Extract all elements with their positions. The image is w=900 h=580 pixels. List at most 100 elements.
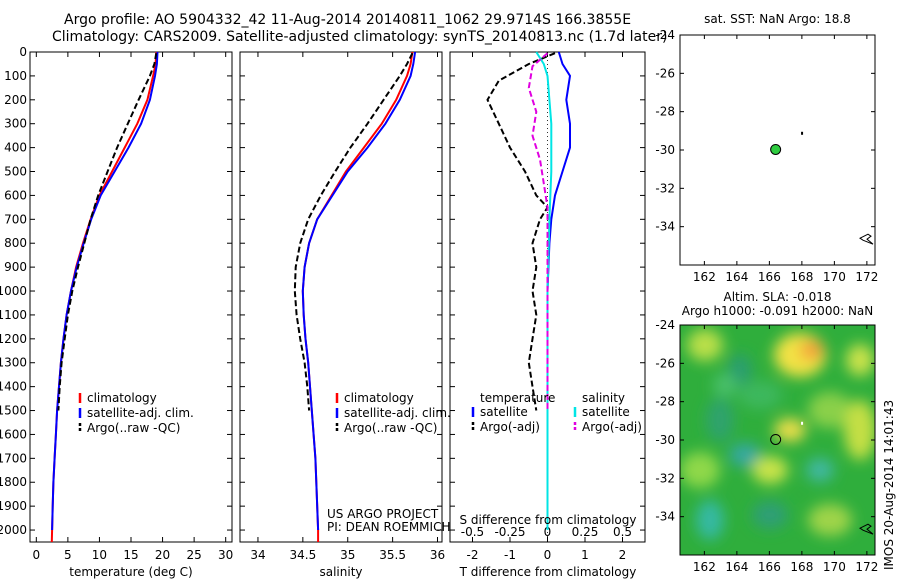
- project-label: US ARGO PROJECT: [327, 507, 439, 521]
- sla-map-title-line-1: Altim. SLA: -0.018: [723, 290, 831, 304]
- sla-map-anomaly-patch: [680, 452, 720, 488]
- temperature-legend-label: Argo(..raw -QC): [87, 421, 180, 435]
- temperature-legend-label: satellite-adj. clim.: [87, 406, 194, 420]
- sla-map-longitude-label: 172: [855, 560, 878, 574]
- salinity-xtick-label: 34: [250, 548, 265, 562]
- sla-map-title-line-2: Argo h1000: -0.091 h2000: NaN: [682, 304, 874, 318]
- sst-map-longitude-label: 168: [790, 270, 813, 284]
- salinity-difference-tick-label: -0.25: [494, 525, 525, 539]
- figure-title-line-1: Argo profile: AO 5904332_42 11-Aug-2014 …: [64, 12, 632, 28]
- sla-map-longitude-label: 170: [823, 560, 846, 574]
- depth-tick-label: 1900: [0, 499, 27, 513]
- figure-title-line-2: Climatology: CARS2009. Satellite-adjuste…: [52, 29, 668, 45]
- difference-series-line-1: [486, 52, 556, 411]
- depth-tick-label: 900: [4, 260, 27, 274]
- temperature-axis-label: temperature (deg C): [69, 565, 192, 579]
- sst-map-coastline: [859, 233, 874, 245]
- depth-tick-label: 1200: [0, 332, 27, 346]
- sla-map-field-blur: [680, 329, 875, 540]
- difference-xtick-label: 0: [544, 548, 552, 562]
- sst-map-island-marker: [801, 131, 804, 135]
- salinity-legend-label: Argo(..raw -QC): [344, 421, 437, 435]
- temperature-series-line-1: [51, 51, 159, 531]
- difference-temperature-legend-label: satellite: [480, 405, 528, 419]
- sst-map-latitude-label: -26: [655, 66, 675, 80]
- salinity-series-line-1: [301, 51, 417, 531]
- difference-salinity-legend-label: satellite: [582, 405, 630, 419]
- salinity-xtick-label: 36: [430, 548, 445, 562]
- depth-tick-label: 300: [4, 117, 27, 131]
- sla-map-island-marker: [801, 421, 804, 425]
- depth-tick-label: 1400: [0, 380, 27, 394]
- temperature-series-line-2: [57, 53, 158, 411]
- salinity-difference-tick-label: 0.5: [613, 525, 632, 539]
- sla-map-anomaly-patch: [808, 504, 852, 536]
- sla-map-anomaly-patch: [696, 500, 724, 540]
- difference-temperature-legend-label: Argo(-adj): [480, 420, 540, 434]
- sla-map-longitude-label: 168: [790, 560, 813, 574]
- salinity-xtick-label: 35: [340, 548, 355, 562]
- sst-map-longitude-label: 162: [693, 270, 716, 284]
- sla-map-anomaly-patch: [738, 381, 782, 409]
- sla-map-anomaly-patch: [687, 329, 723, 361]
- depth-tick-label: 2000: [0, 523, 27, 537]
- sla-map-anomaly-patch: [800, 340, 824, 360]
- difference-salinity-legend-label: Argo(-adj): [582, 420, 642, 434]
- sst-map-title: sat. SST: NaN Argo: 18.8: [704, 12, 851, 26]
- sla-map-latitude-label: -26: [655, 356, 675, 370]
- sst-map-latitude-label: -34: [655, 220, 675, 234]
- sla-map-anomaly-patch: [729, 443, 761, 467]
- difference-xtick-label: 1: [581, 548, 589, 562]
- depth-tick-label: 600: [4, 188, 27, 202]
- sla-map-latitude-label: -24: [655, 318, 675, 332]
- salinity-legend-label: climatology: [344, 391, 414, 405]
- depth-tick-label: 1500: [0, 404, 27, 418]
- salinity-series-line-0: [301, 51, 414, 542]
- depth-tick-label: 0: [19, 45, 27, 59]
- salinity-series-line-2: [293, 52, 414, 411]
- temperature-xtick-label: 5: [64, 548, 72, 562]
- sla-map-latitude-label: -32: [655, 471, 675, 485]
- temperature-xtick-label: 25: [186, 548, 201, 562]
- difference-xtick-label: -1: [504, 548, 516, 562]
- sla-map-longitude-label: 164: [725, 560, 748, 574]
- sla-map-latitude-label: -34: [655, 510, 675, 524]
- depth-tick-label: 1300: [0, 356, 27, 370]
- sla-map-field: [680, 329, 875, 540]
- sla-map-longitude-label: 166: [758, 560, 781, 574]
- difference-series-line-3: [527, 52, 549, 411]
- sst-map-latitude-label: -24: [655, 28, 675, 42]
- depth-tick-label: 1600: [0, 427, 27, 441]
- sst-map-latitude-label: -28: [655, 105, 675, 119]
- depth-tick-label: 800: [4, 236, 27, 250]
- sla-map-anomaly-patch: [846, 344, 874, 376]
- temperature-xtick-label: 30: [218, 548, 233, 562]
- depth-tick-label: 200: [4, 93, 27, 107]
- sst-map-longitude-label: 172: [855, 270, 878, 284]
- sst-map-longitude-label: 164: [725, 270, 748, 284]
- legend-title-temperature: temperature: [480, 391, 555, 405]
- salinity-difference-axis-label: S difference from climatology: [460, 513, 637, 527]
- depth-tick-label: 1700: [0, 451, 27, 465]
- depth-tick-label: 1000: [0, 284, 27, 298]
- temperature-difference-axis-label: T difference from climatology: [459, 565, 637, 579]
- sla-map-anomaly-patch: [752, 456, 788, 484]
- temperature-xtick-label: 20: [155, 548, 170, 562]
- sla-map-anomaly-patch: [808, 392, 852, 428]
- sla-map-anomaly-patch: [752, 501, 788, 529]
- temperature-xtick-label: 10: [92, 548, 107, 562]
- temperature-plot-frame: [29, 51, 233, 543]
- salinity-difference-tick-label: -0.5: [461, 525, 484, 539]
- sla-map-argo-position-marker: [770, 433, 782, 445]
- depth-tick-label: 400: [4, 141, 27, 155]
- sla-map-coastline: [859, 523, 874, 535]
- salinity-difference-tick-label: 0.25: [572, 525, 599, 539]
- depth-tick-label: 100: [4, 69, 27, 83]
- temperature-xtick-label: 15: [123, 548, 138, 562]
- depth-tick-label: 1100: [0, 308, 27, 322]
- sla-map-anomaly-patch: [713, 373, 737, 397]
- temperature-xtick-label: 0: [32, 548, 40, 562]
- sst-map-longitude-label: 166: [758, 270, 781, 284]
- temperature-legend-label: climatology: [87, 391, 157, 405]
